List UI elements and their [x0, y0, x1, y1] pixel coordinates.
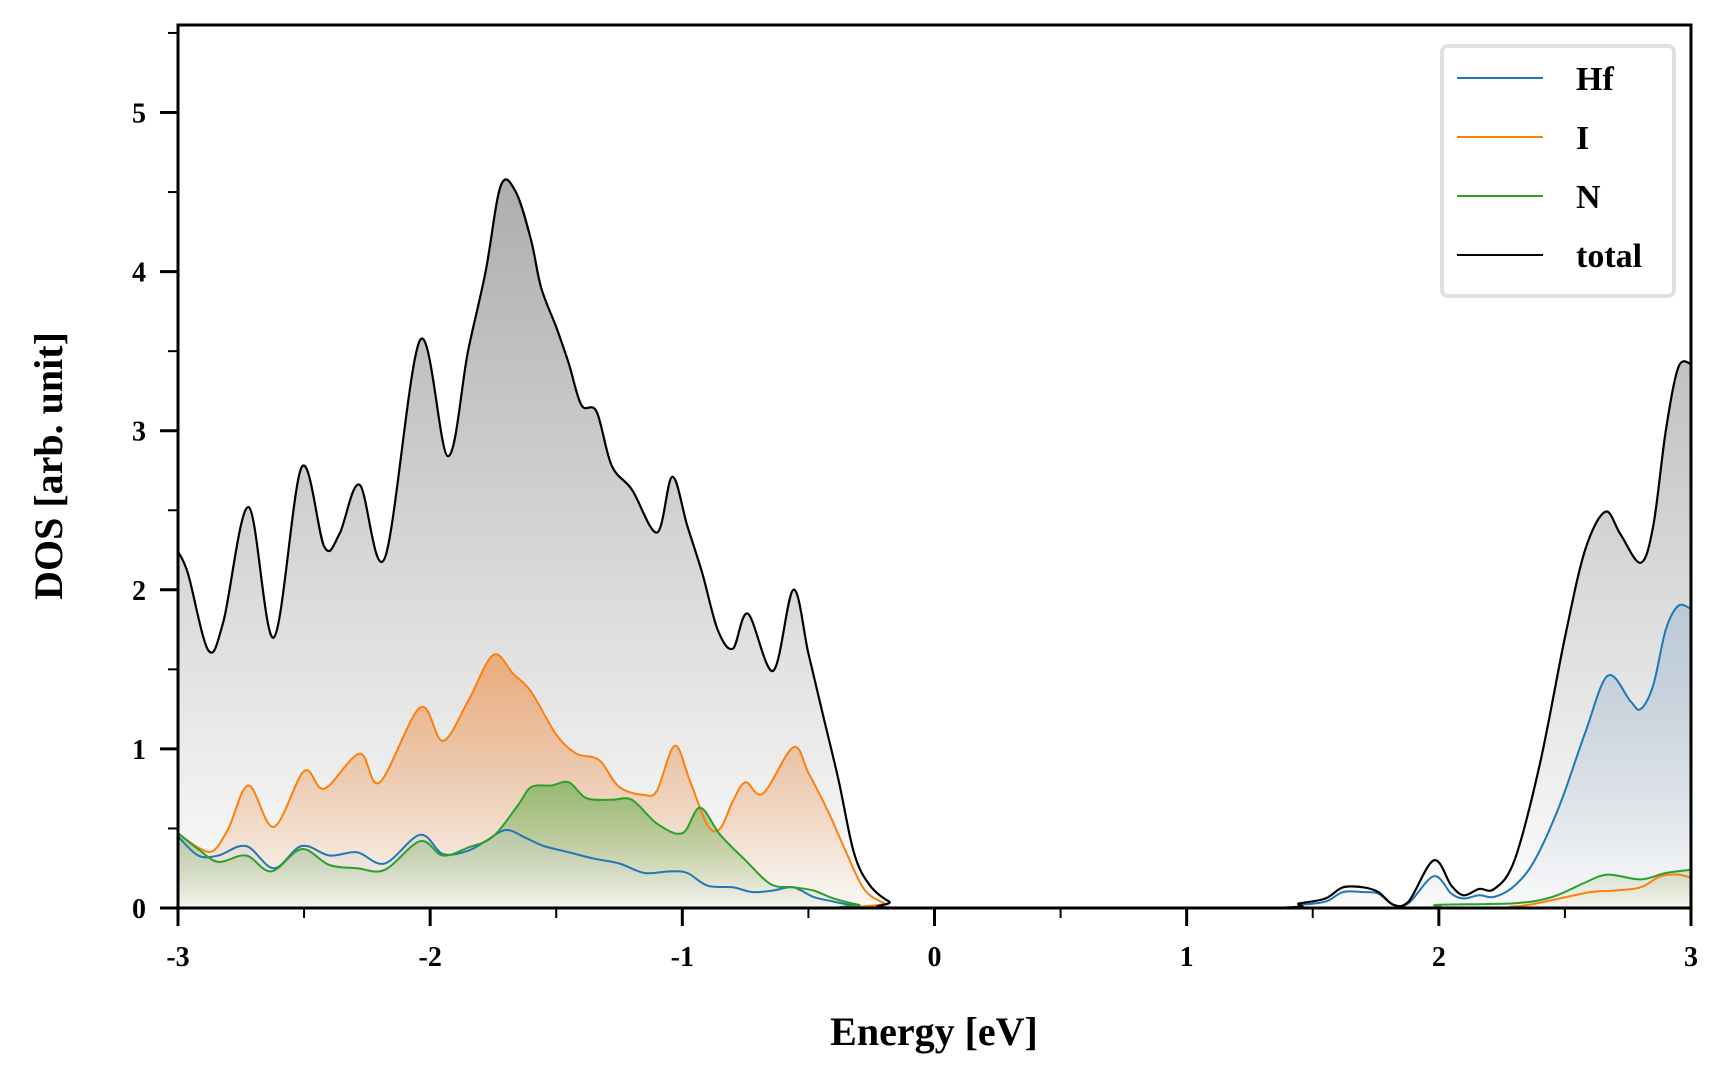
- legend-label-n: N: [1576, 179, 1601, 216]
- y-tick-label: 0: [132, 894, 146, 925]
- y-axis-title: DOS [arb. unit]: [26, 332, 71, 600]
- x-tick-label: -1: [671, 942, 694, 973]
- x-axis-title: Energy [eV]: [830, 1009, 1038, 1054]
- legend-label-i: I: [1576, 120, 1589, 157]
- x-tick-label: 2: [1432, 942, 1446, 973]
- x-tick-label: 0: [928, 942, 942, 973]
- y-tick-label: 3: [132, 417, 146, 448]
- y-tick-label: 1: [132, 735, 146, 766]
- y-tick-label: 4: [132, 258, 146, 289]
- y-axis: 0 1 2 3 4 5: [132, 31, 178, 925]
- area-hf: [178, 604, 1691, 908]
- legend-label-hf: Hf: [1576, 61, 1614, 98]
- legend-label-total: total: [1576, 238, 1642, 275]
- line-total: [178, 178, 1691, 908]
- series-fills: [178, 179, 1691, 908]
- x-tick-label: -3: [166, 942, 189, 973]
- x-tick-label: 3: [1684, 942, 1698, 973]
- x-axis: -3 -2 -1 0 1 2 3: [166, 908, 1698, 973]
- area-total: [178, 179, 1691, 908]
- y-tick-label: 5: [132, 99, 146, 130]
- y-tick-label: 2: [132, 576, 146, 607]
- line-hf: [178, 603, 1691, 908]
- legend-box: [1440, 44, 1676, 298]
- x-tick-label: -2: [419, 942, 442, 973]
- x-tick-label: 1: [1180, 942, 1194, 973]
- line-n: [178, 780, 1691, 908]
